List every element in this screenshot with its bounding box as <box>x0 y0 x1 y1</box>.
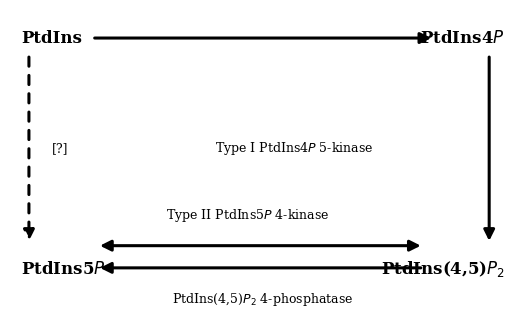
Text: PtdIns(4,5)$P_2$ 4-phosphatase: PtdIns(4,5)$P_2$ 4-phosphatase <box>173 291 353 308</box>
Text: PtdIns4$P$: PtdIns4$P$ <box>420 29 505 47</box>
Text: Type II PtdIns5$P$ 4-kinase: Type II PtdIns5$P$ 4-kinase <box>166 207 329 224</box>
Text: PtdIns(4,5)$P_2$: PtdIns(4,5)$P_2$ <box>381 259 505 280</box>
Text: Type I PtdIns4$P$ 5-kinase: Type I PtdIns4$P$ 5-kinase <box>215 140 374 158</box>
Text: PtdIns5$P$: PtdIns5$P$ <box>21 261 106 278</box>
Text: [?]: [?] <box>52 142 69 156</box>
Text: PtdIns: PtdIns <box>21 29 82 47</box>
